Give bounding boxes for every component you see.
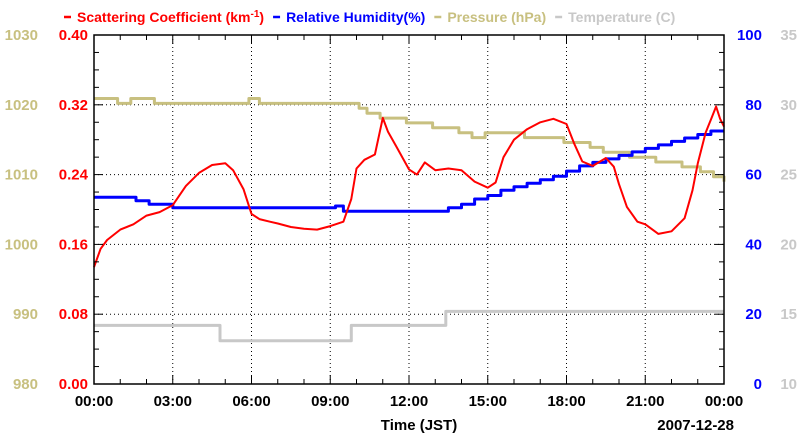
scattering-axis-tick-label: 0.32 bbox=[59, 97, 88, 114]
x-tick-label: 06:00 bbox=[232, 393, 270, 410]
x-tick-label: 09:00 bbox=[311, 393, 349, 410]
temperature-axis-tick-label: 20 bbox=[780, 236, 797, 253]
temperature-axis-tick-label: 25 bbox=[780, 167, 797, 184]
scattering-series-line bbox=[93, 105, 725, 268]
temperature-series-line bbox=[94, 309, 724, 343]
scattering-axis-tick-label: 0.40 bbox=[59, 27, 88, 44]
pressure-legend-label: Pressure (hPa) bbox=[447, 9, 546, 25]
humidity-series-line bbox=[94, 129, 724, 213]
humidity-axis-tick-label: 20 bbox=[745, 306, 762, 323]
scattering-axis-tick-label: 0.16 bbox=[59, 236, 88, 253]
temperature-legend-label: Temperature (C) bbox=[568, 9, 675, 25]
x-tick-label: 12:00 bbox=[390, 393, 428, 410]
x-tick-label: 00:00 bbox=[705, 393, 743, 410]
humidity-axis-tick-label: 80 bbox=[745, 97, 762, 114]
pressure-axis-tick-label: 1020 bbox=[5, 97, 38, 114]
scattering-axis-tick-label: 0.08 bbox=[59, 306, 88, 323]
humidity-axis-tick-label: 40 bbox=[745, 236, 762, 253]
x-tick-label: 15:00 bbox=[469, 393, 507, 410]
legend: Scattering Coefficient (km-1) Relative Hu… bbox=[64, 9, 675, 25]
x-axis-title: Time (JST) bbox=[381, 417, 457, 434]
x-tick-label: 18:00 bbox=[547, 393, 585, 410]
humidity-axis-tick-label: 0 bbox=[754, 376, 762, 393]
humidity-legend-label: Relative Humidity(%) bbox=[286, 9, 425, 25]
pressure-axis-tick-label: 990 bbox=[13, 306, 38, 323]
date-label: 2007-12-28 bbox=[657, 417, 734, 434]
scattering-axis-tick-label: 0.24 bbox=[59, 167, 89, 184]
pressure-axis-tick-label: 1030 bbox=[5, 27, 38, 44]
series-layer bbox=[93, 97, 726, 343]
pressure-axis-tick-label: 980 bbox=[13, 376, 38, 393]
humidity-axis-tick-label: 60 bbox=[745, 167, 762, 184]
temperature-axis-tick-label: 35 bbox=[780, 27, 797, 44]
temperature-axis-tick-label: 30 bbox=[780, 97, 797, 114]
pressure-axis-tick-label: 1000 bbox=[5, 236, 38, 253]
pressure-axis-tick-label: 1010 bbox=[5, 167, 38, 184]
temperature-axis-tick-label: 15 bbox=[780, 306, 797, 323]
x-tick-label: 00:00 bbox=[75, 393, 113, 410]
temperature-axis-tick-label: 10 bbox=[780, 376, 797, 393]
pressure-series-line bbox=[94, 97, 726, 182]
humidity-axis-tick-label: 100 bbox=[737, 27, 762, 44]
scattering-legend-label: Scattering Coefficient (km-1) bbox=[77, 9, 264, 25]
x-tick-label: 03:00 bbox=[154, 393, 192, 410]
x-tick-label: 21:00 bbox=[626, 393, 664, 410]
scattering-axis-tick-label: 0.00 bbox=[59, 376, 88, 393]
axes: 00:00 03:00 06:00 09:00 12:00 15:00 18:00 21:00… bbox=[5, 27, 797, 434]
